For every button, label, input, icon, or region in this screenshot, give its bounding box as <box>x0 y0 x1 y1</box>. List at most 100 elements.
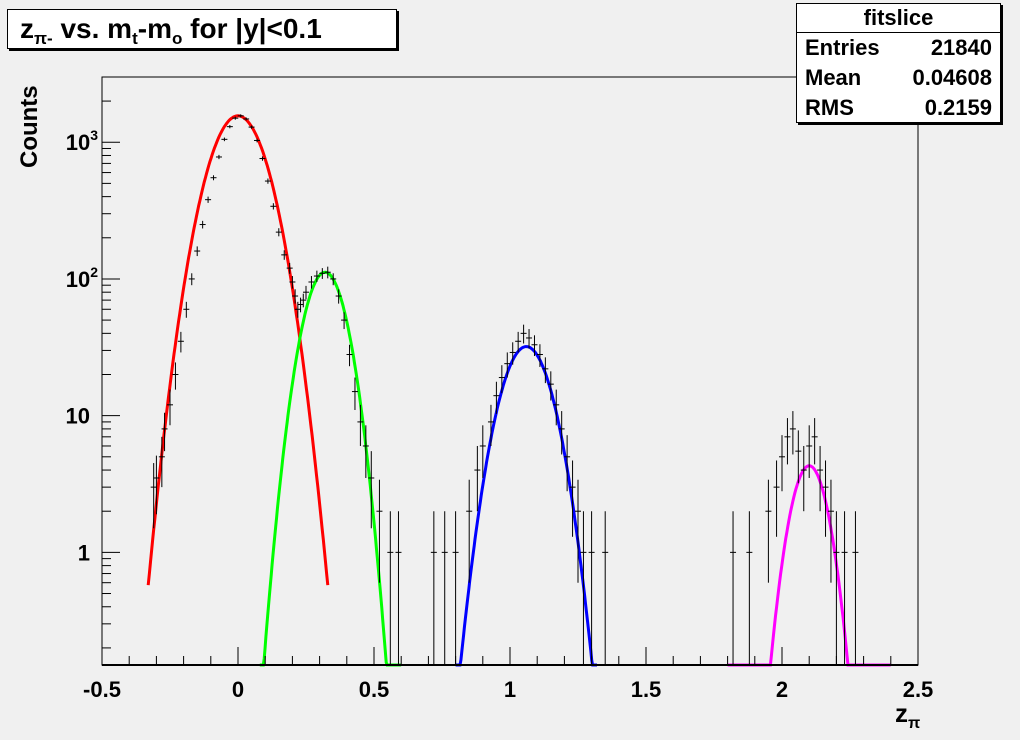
data-point <box>303 285 309 300</box>
stats-box: fitslice Entries 21840 Mean 0.04608 RMS 0.2… <box>796 3 1001 123</box>
chart-title: zπ- vs. mt-mo for |y|<0.1 <box>7 9 397 49</box>
data-point <box>531 335 538 357</box>
data-point <box>474 445 481 512</box>
y-tick-label: 102 <box>66 264 98 292</box>
data-point <box>547 371 554 401</box>
data-point <box>833 511 840 665</box>
data-point <box>479 425 486 478</box>
data-point <box>542 357 549 384</box>
data-point <box>575 479 581 583</box>
data-point <box>330 273 337 286</box>
data-point <box>289 276 296 289</box>
x-tick-label: 1 <box>504 677 516 702</box>
data-point <box>558 411 565 455</box>
data-point <box>498 365 505 394</box>
data-point <box>221 137 228 142</box>
data-point <box>161 412 168 452</box>
stats-row-entries: Entries 21840 <box>805 35 992 60</box>
y-tick-label: 10 <box>66 404 90 429</box>
data-point <box>841 511 848 665</box>
data-point <box>292 289 299 304</box>
data-point <box>779 435 785 492</box>
data-point <box>300 293 307 308</box>
data-point <box>493 381 500 414</box>
data-point <box>153 455 160 515</box>
data-point <box>254 138 261 143</box>
data-point <box>509 342 516 365</box>
data-point <box>806 425 813 478</box>
data-point <box>564 435 571 492</box>
data-point <box>822 460 829 537</box>
data-point <box>368 451 375 529</box>
data-point <box>827 479 834 583</box>
x-tick-label: 2 <box>776 677 788 702</box>
data-point <box>319 268 326 279</box>
x-tick-label: 1.5 <box>631 677 662 702</box>
stats-row-mean: Mean 0.04608 <box>805 65 992 90</box>
data-point <box>226 125 233 129</box>
data-point <box>199 220 206 229</box>
data-point <box>515 331 522 353</box>
data-point <box>188 273 195 286</box>
fit-curve-3 <box>727 464 891 667</box>
x-tick-label: 0 <box>232 677 244 702</box>
data-point <box>324 266 331 279</box>
data-point <box>177 331 184 353</box>
stats-row-rms: RMS 0.2159 <box>805 95 992 120</box>
data-point <box>335 289 342 304</box>
data-point <box>553 389 560 426</box>
data-point <box>150 463 157 529</box>
data-point <box>275 228 282 237</box>
plot-frame <box>101 76 919 666</box>
data-point <box>286 262 293 274</box>
data-point <box>313 270 320 282</box>
data-point <box>466 479 473 583</box>
data-point <box>811 418 818 465</box>
data-point <box>167 389 173 426</box>
data-point <box>580 511 587 665</box>
data-point <box>158 436 165 488</box>
data-point <box>789 411 796 455</box>
data-point <box>259 156 266 161</box>
data-point <box>852 511 859 665</box>
data-point <box>351 377 358 410</box>
data-point <box>172 362 179 390</box>
data-point <box>800 445 807 512</box>
data-point <box>270 203 277 210</box>
data-point <box>210 175 217 181</box>
data-point <box>357 404 364 446</box>
fit-curve-0 <box>146 114 330 586</box>
x-tick-label: 2.5 <box>903 677 934 702</box>
data-point <box>395 511 402 665</box>
data-point <box>183 301 190 318</box>
data-point <box>452 511 459 665</box>
data-point <box>441 511 448 665</box>
data-point <box>765 479 772 583</box>
data-point <box>237 114 244 118</box>
data-point <box>602 511 609 665</box>
stats-header: fitslice <box>797 4 1000 33</box>
data-point <box>430 511 437 665</box>
data-point <box>308 276 315 289</box>
data-point <box>341 312 348 330</box>
data-point <box>346 344 353 367</box>
y-axis-label: Counts <box>16 85 43 168</box>
data-point <box>795 430 802 484</box>
data-point <box>526 329 533 349</box>
data-point <box>536 344 543 367</box>
data-point <box>362 425 369 478</box>
data-point <box>520 324 527 344</box>
data-point <box>205 196 212 203</box>
x-axis-label: zπ <box>895 698 921 733</box>
data-point <box>773 460 780 537</box>
data-point <box>588 511 595 665</box>
data-point <box>215 154 222 160</box>
data-point <box>569 460 576 537</box>
data-point <box>264 178 271 184</box>
data-point <box>232 116 239 120</box>
x-tick-label: 0.5 <box>359 677 390 702</box>
data-point <box>243 117 250 121</box>
data-point <box>248 125 255 129</box>
